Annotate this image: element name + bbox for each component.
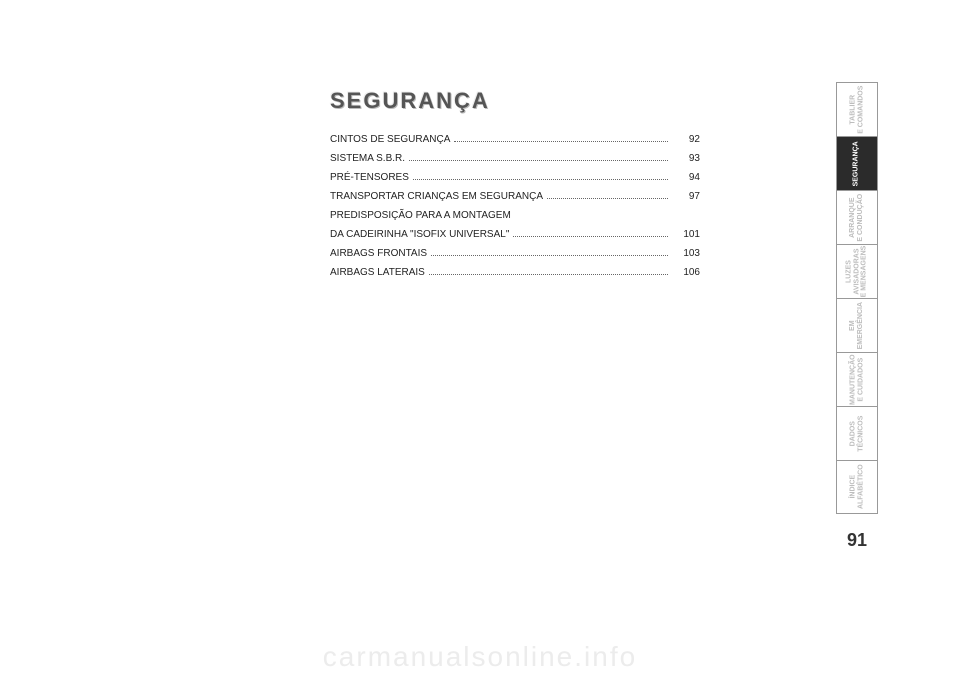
tab-label: MANUTENÇÃO E CUIDADOS bbox=[849, 354, 864, 405]
tab-luzes[interactable]: LUZES AVISADORAS E MENSAGENS bbox=[836, 244, 878, 298]
toc-label: DA CADEIRINHA "ISOFIX UNIVERSAL" bbox=[330, 225, 509, 244]
toc-page: 103 bbox=[672, 244, 700, 263]
toc-dots bbox=[429, 274, 668, 275]
toc-dots bbox=[413, 179, 668, 180]
toc-label: AIRBAGS FRONTAIS bbox=[330, 244, 427, 263]
toc-label: TRANSPORTAR CRIANÇAS EM SEGURANÇA bbox=[330, 187, 543, 206]
tab-label: EM EMERGÊNCIA bbox=[849, 302, 864, 349]
tab-label: TABLIER E COMANDOS bbox=[849, 85, 864, 133]
table-of-contents: CINTOS DE SEGURANÇA 92 SISTEMA S.B.R. 93… bbox=[330, 130, 700, 282]
toc-row: TRANSPORTAR CRIANÇAS EM SEGURANÇA 97 bbox=[330, 187, 700, 206]
toc-page: 106 bbox=[672, 263, 700, 282]
toc-dots bbox=[409, 160, 668, 161]
toc-page: 93 bbox=[672, 149, 700, 168]
toc-label: PREDISPOSIÇÃO PARA A MONTAGEM bbox=[330, 206, 511, 225]
toc-row: CINTOS DE SEGURANÇA 92 bbox=[330, 130, 700, 149]
toc-page: 94 bbox=[672, 168, 700, 187]
tab-label: SEGURANÇA bbox=[853, 141, 861, 186]
page-number: 91 bbox=[836, 530, 878, 551]
watermark: carmanualsonline.info bbox=[0, 641, 960, 673]
tab-indice[interactable]: ÍNDICE ALFABÉTICO bbox=[836, 460, 878, 514]
toc-page: 97 bbox=[672, 187, 700, 206]
tab-label: ARRANQUE E CONDUÇÃO bbox=[849, 194, 864, 242]
toc-page: 101 bbox=[672, 225, 700, 244]
tab-seguranca[interactable]: SEGURANÇA bbox=[836, 136, 878, 190]
tab-emergencia[interactable]: EM EMERGÊNCIA bbox=[836, 298, 878, 352]
toc-label: AIRBAGS LATERAIS bbox=[330, 263, 425, 282]
tab-dados[interactable]: DADOS TÉCNICOS bbox=[836, 406, 878, 460]
manual-page: SEGURANÇA CINTOS DE SEGURANÇA 92 SISTEMA… bbox=[0, 0, 960, 679]
toc-row: AIRBAGS FRONTAIS 103 bbox=[330, 244, 700, 263]
toc-row: DA CADEIRINHA "ISOFIX UNIVERSAL" 101 bbox=[330, 225, 700, 244]
toc-row: SISTEMA S.B.R. 93 bbox=[330, 149, 700, 168]
toc-label: PRÉ-TENSORES bbox=[330, 168, 409, 187]
toc-label: SISTEMA S.B.R. bbox=[330, 149, 405, 168]
tab-manutencao[interactable]: MANUTENÇÃO E CUIDADOS bbox=[836, 352, 878, 406]
toc-dots bbox=[454, 141, 668, 142]
side-tabs: TABLIER E COMANDOS SEGURANÇA ARRANQUE E … bbox=[836, 82, 878, 514]
tab-label: DADOS TÉCNICOS bbox=[849, 415, 864, 451]
toc-dots bbox=[431, 255, 668, 256]
tab-tablier[interactable]: TABLIER E COMANDOS bbox=[836, 82, 878, 136]
toc-page: 92 bbox=[672, 130, 700, 149]
toc-row: PRÉ-TENSORES 94 bbox=[330, 168, 700, 187]
toc-dots bbox=[547, 198, 668, 199]
toc-label: CINTOS DE SEGURANÇA bbox=[330, 130, 450, 149]
toc-row: AIRBAGS LATERAIS 106 bbox=[330, 263, 700, 282]
tab-label: LUZES AVISADORAS E MENSAGENS bbox=[845, 246, 868, 298]
tab-arranque[interactable]: ARRANQUE E CONDUÇÃO bbox=[836, 190, 878, 244]
tab-label: ÍNDICE ALFABÉTICO bbox=[849, 465, 864, 510]
section-title: SEGURANÇA bbox=[330, 88, 490, 114]
toc-dots bbox=[513, 236, 668, 237]
toc-row: PREDISPOSIÇÃO PARA A MONTAGEM bbox=[330, 206, 700, 225]
